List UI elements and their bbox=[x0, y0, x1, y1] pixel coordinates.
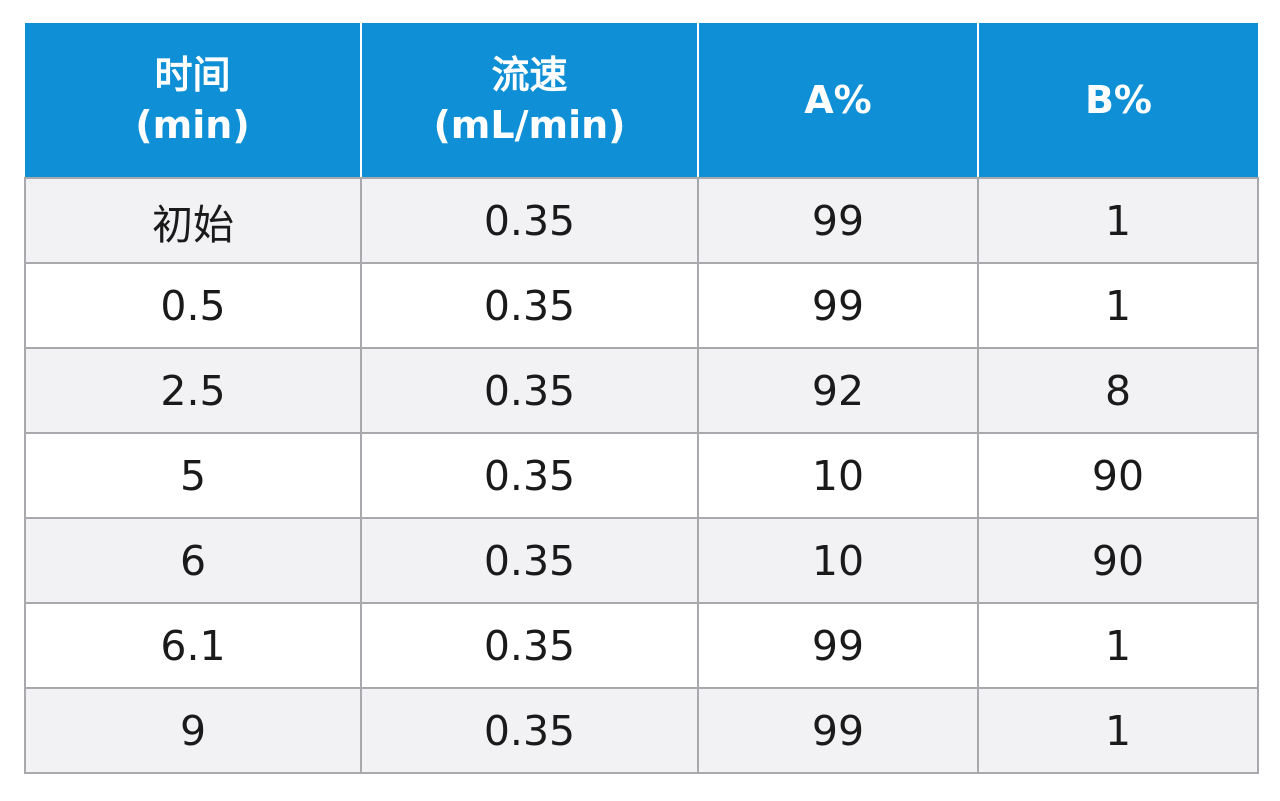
cell-b-percent: 1 bbox=[977, 602, 1259, 689]
gradient-table-container: 时间 (min) 流速 (mL/min) A% B% 初始 0.35 99 bbox=[24, 23, 1259, 774]
table-row: 2.5 0.35 92 8 bbox=[24, 347, 1259, 434]
cell-time: 6.1 bbox=[24, 602, 362, 689]
cell-a-percent: 99 bbox=[697, 687, 979, 774]
cell-time: 初始 bbox=[24, 177, 362, 264]
header-time-unit: (min) bbox=[135, 103, 250, 147]
header-row: 时间 (min) 流速 (mL/min) A% B% bbox=[25, 23, 1258, 179]
gradient-table: 时间 (min) 流速 (mL/min) A% B% 初始 0.35 99 bbox=[24, 23, 1259, 774]
table-body: 初始 0.35 99 1 0.5 0.35 99 1 2.5 0.35 92 8… bbox=[24, 177, 1259, 774]
cell-b-percent: 1 bbox=[977, 687, 1259, 774]
table-row: 9 0.35 99 1 bbox=[24, 687, 1259, 774]
cell-time: 6 bbox=[24, 517, 362, 604]
cell-flow: 0.35 bbox=[360, 347, 699, 434]
table-row: 初始 0.35 99 1 bbox=[24, 177, 1259, 264]
cell-flow: 0.35 bbox=[360, 602, 699, 689]
header-b-label: B% bbox=[1084, 78, 1153, 122]
cell-a-percent: 99 bbox=[697, 602, 979, 689]
cell-flow: 0.35 bbox=[360, 517, 699, 604]
header-flow-label: 流速 bbox=[491, 53, 568, 97]
header-b-percent: B% bbox=[977, 23, 1258, 179]
cell-flow: 0.35 bbox=[360, 432, 699, 519]
cell-a-percent: 10 bbox=[697, 432, 979, 519]
cell-a-percent: 10 bbox=[697, 517, 979, 604]
cell-time: 5 bbox=[24, 432, 362, 519]
cell-time: 9 bbox=[24, 687, 362, 774]
header-a-label: A% bbox=[804, 78, 872, 122]
cell-time: 2.5 bbox=[24, 347, 362, 434]
cell-time: 0.5 bbox=[24, 262, 362, 349]
cell-b-percent: 1 bbox=[977, 177, 1259, 264]
header-time-label: 时间 bbox=[154, 53, 231, 97]
cell-a-percent: 99 bbox=[697, 262, 979, 349]
table-row: 6.1 0.35 99 1 bbox=[24, 602, 1259, 689]
table-row: 0.5 0.35 99 1 bbox=[24, 262, 1259, 349]
header-flow: 流速 (mL/min) bbox=[360, 23, 699, 179]
cell-flow: 0.35 bbox=[360, 177, 699, 264]
cell-b-percent: 90 bbox=[977, 432, 1259, 519]
cell-a-percent: 99 bbox=[697, 177, 979, 264]
table-row: 5 0.35 10 90 bbox=[24, 432, 1259, 519]
cell-flow: 0.35 bbox=[360, 262, 699, 349]
cell-a-percent: 92 bbox=[697, 347, 979, 434]
table-row: 6 0.35 10 90 bbox=[24, 517, 1259, 604]
header-a-percent: A% bbox=[697, 23, 979, 179]
cell-flow: 0.35 bbox=[360, 687, 699, 774]
header-flow-unit: (mL/min) bbox=[433, 103, 626, 147]
cell-b-percent: 1 bbox=[977, 262, 1259, 349]
cell-b-percent: 90 bbox=[977, 517, 1259, 604]
cell-b-percent: 8 bbox=[977, 347, 1259, 434]
table-header: 时间 (min) 流速 (mL/min) A% B% bbox=[25, 23, 1258, 179]
header-time: 时间 (min) bbox=[25, 23, 362, 179]
